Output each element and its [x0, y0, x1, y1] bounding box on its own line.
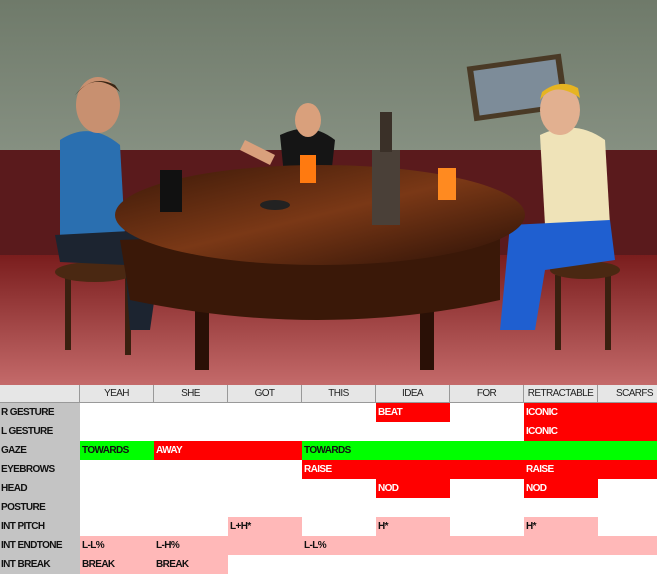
annotation-span: ICONIC	[524, 422, 657, 441]
annotation-span: TOWARDS	[302, 441, 657, 460]
annotation-span: L-H%	[154, 536, 302, 555]
annotation-span: BREAK	[154, 555, 228, 574]
annotation-span: L-L%	[80, 536, 154, 555]
column-header: GOT	[228, 385, 302, 403]
3d-scene	[0, 0, 657, 385]
row-label: HEAD	[0, 479, 80, 498]
column-header: RETRACTABLE	[524, 385, 598, 403]
column-header: SCARFS	[598, 385, 657, 403]
column-header: FOR	[450, 385, 524, 403]
column-header: SHE	[154, 385, 228, 403]
row-label: L GESTURE	[0, 422, 80, 441]
annotation-span: H*	[524, 517, 598, 536]
row-label: R GESTURE	[0, 403, 80, 422]
annotation-span: RAISE	[524, 460, 657, 479]
annotation-span: NOD	[524, 479, 598, 498]
annotation-span: L-L%	[302, 536, 657, 555]
row-label: POSTURE	[0, 498, 80, 517]
annotation-span: RAISE	[302, 460, 524, 479]
row-label: INT BREAK	[0, 555, 80, 574]
annotation-span: BREAK	[80, 555, 154, 574]
header-corner	[0, 385, 80, 403]
annotation-span: BEAT	[376, 403, 450, 422]
row-label: INT PITCH	[0, 517, 80, 536]
annotation-span: ICONIC	[524, 403, 657, 422]
annotation-span: L+H*	[228, 517, 302, 536]
annotation-span: TOWARDS	[80, 441, 154, 460]
app-window: YEAHSHEGOTTHISIDEAFORRETRACTABLESCARFS R …	[0, 0, 657, 577]
column-header: YEAH	[80, 385, 154, 403]
annotation-span: AWAY	[154, 441, 302, 460]
annotation-span: NOD	[376, 479, 450, 498]
column-header: THIS	[302, 385, 376, 403]
column-header: IDEA	[376, 385, 450, 403]
row-label: EYEBROWS	[0, 460, 80, 479]
annotation-span: H*	[376, 517, 450, 536]
row-label: INT ENDTONE	[0, 536, 80, 555]
row-label: GAZE	[0, 441, 80, 460]
